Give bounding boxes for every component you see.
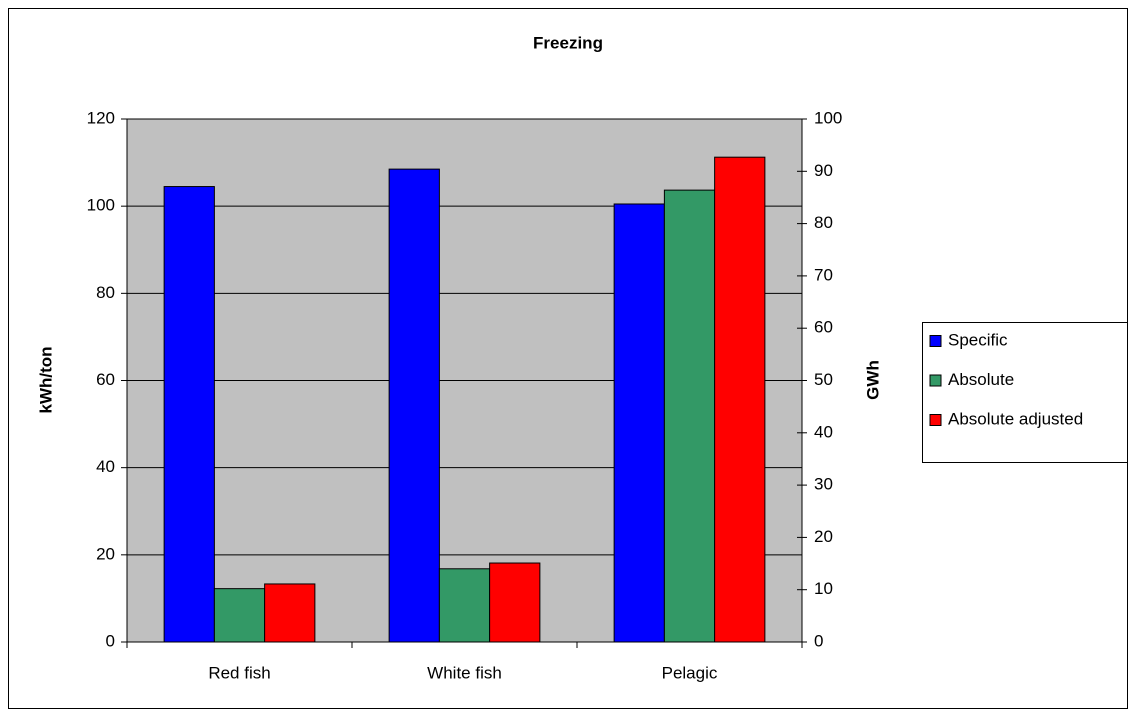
y2-tick-label: 30 <box>814 475 833 494</box>
legend-label: Absolute <box>948 370 1014 389</box>
legend-key <box>929 335 942 347</box>
legend-key <box>929 374 942 387</box>
y-tick-label: 20 <box>96 544 115 563</box>
y2-axis-label: GWh <box>863 360 882 400</box>
y-tick-label: 80 <box>96 283 115 302</box>
bar <box>264 583 316 643</box>
bar <box>438 568 491 643</box>
y-tick-label: 100 <box>87 196 115 215</box>
y2-tick-label: 70 <box>814 265 833 284</box>
bar <box>213 588 266 643</box>
legend-key <box>929 414 942 426</box>
bar <box>489 562 541 643</box>
y-axis-label: kWh/ton <box>36 346 55 413</box>
x-tick-label: White fish <box>427 663 502 682</box>
bar <box>613 203 665 643</box>
bar <box>388 168 440 643</box>
y2-tick-label: 80 <box>814 213 833 232</box>
x-tick-label: Pelagic <box>662 663 718 682</box>
y-tick-label: 120 <box>87 108 115 127</box>
y2-tick-label: 20 <box>814 527 833 546</box>
y-tick-label: 40 <box>96 457 115 476</box>
bar <box>714 156 766 643</box>
y-tick-label: 0 <box>106 631 115 650</box>
y2-tick-label: 60 <box>814 318 833 337</box>
x-tick-label: Red fish <box>208 663 270 682</box>
legend-box <box>922 322 1128 463</box>
y2-tick-label: 50 <box>814 370 833 389</box>
y2-tick-label: 100 <box>814 108 842 127</box>
legend-label: Absolute adjusted <box>948 409 1083 428</box>
y2-tick-label: 0 <box>814 631 823 650</box>
chart-title: Freezing <box>533 33 603 52</box>
bar <box>663 189 716 643</box>
y2-tick-label: 90 <box>814 161 833 180</box>
legend-label: Specific <box>948 330 1008 349</box>
y-tick-label: 60 <box>96 370 115 389</box>
y2-tick-label: 10 <box>814 579 833 598</box>
bar <box>163 186 215 643</box>
y2-tick-label: 40 <box>814 422 833 441</box>
